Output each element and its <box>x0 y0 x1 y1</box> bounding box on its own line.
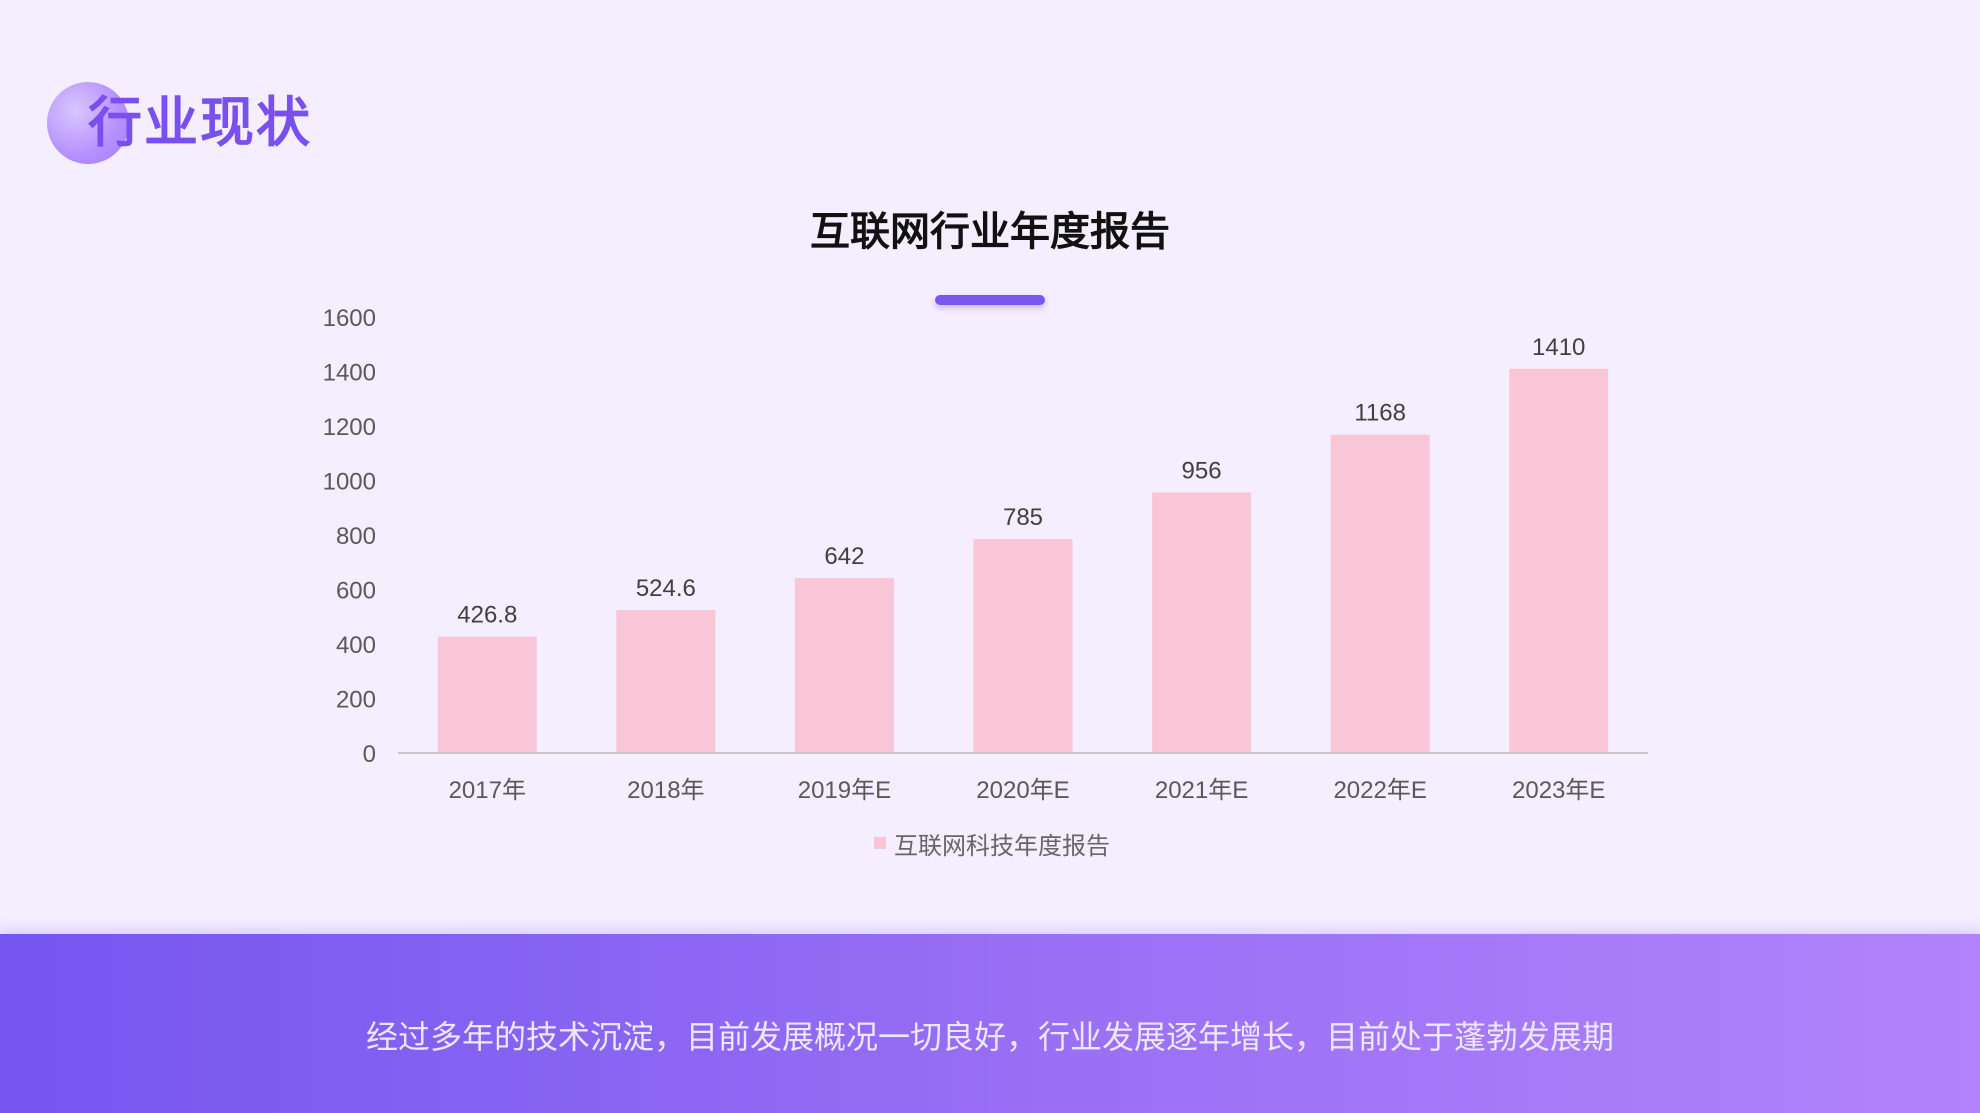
bar <box>1152 492 1252 753</box>
legend-label: 互联网科技年度报告 <box>894 831 1110 860</box>
data-labels: 426.8 524.6 642 785 956 1168 1410 <box>457 334 1585 629</box>
y-tick-label: 1000 <box>323 469 376 496</box>
legend-swatch <box>874 837 886 849</box>
y-axis-ticks: 0 200 400 600 800 1000 1200 1400 1600 <box>323 305 376 768</box>
x-tick-label: 2023年E <box>1512 777 1605 804</box>
bar <box>1330 434 1430 753</box>
bar <box>794 578 894 753</box>
bar-chart: 0 200 400 600 800 1000 1200 1400 1600 426.8 524.6… <box>323 305 1648 804</box>
footer-text: 经过多年的技术沉淀，目前发展概况一切良好，行业发展逐年增长，目前处于蓬勃发展期 <box>365 1018 1614 1056</box>
x-axis-ticks: 2017年 2018年 2019年E 2020年E 2021年E 2022年E 2023年E <box>449 777 1606 804</box>
data-label: 1168 <box>1354 400 1406 427</box>
y-tick-label: 200 <box>336 687 376 714</box>
bar <box>1509 368 1609 753</box>
x-tick-label: 2019年E <box>798 777 891 804</box>
bar <box>437 636 537 753</box>
y-tick-label: 600 <box>336 578 376 605</box>
bars <box>437 368 1609 753</box>
x-tick-label: 2020年E <box>976 777 1069 804</box>
chart-title-underline <box>935 295 1045 305</box>
data-label: 1410 <box>1532 334 1585 361</box>
page-title: 行业现状 <box>88 91 312 154</box>
x-tick-label: 2021年E <box>1155 777 1248 804</box>
y-tick-label: 1200 <box>323 414 376 441</box>
footer-band <box>0 934 1980 1113</box>
y-tick-label: 1600 <box>323 305 376 332</box>
chart-legend: 互联网科技年度报告 <box>874 828 1110 860</box>
y-tick-label: 800 <box>336 523 376 550</box>
x-tick-label: 2018年 <box>627 777 704 804</box>
y-tick-label: 1400 <box>323 360 376 387</box>
x-tick-label: 2022年E <box>1333 777 1426 804</box>
chart-title: 互联网行业年度报告 <box>810 209 1170 255</box>
data-label: 524.6 <box>636 575 696 602</box>
bar <box>616 610 716 753</box>
y-tick-label: 0 <box>363 741 376 768</box>
title-decoration-circle <box>47 82 129 164</box>
x-tick-label: 2017年 <box>449 777 526 804</box>
data-label: 642 <box>824 543 864 570</box>
data-label: 956 <box>1182 457 1222 484</box>
data-label: 426.8 <box>457 602 517 629</box>
bar <box>973 539 1073 753</box>
data-label: 785 <box>1003 504 1043 531</box>
y-tick-label: 400 <box>336 632 376 659</box>
